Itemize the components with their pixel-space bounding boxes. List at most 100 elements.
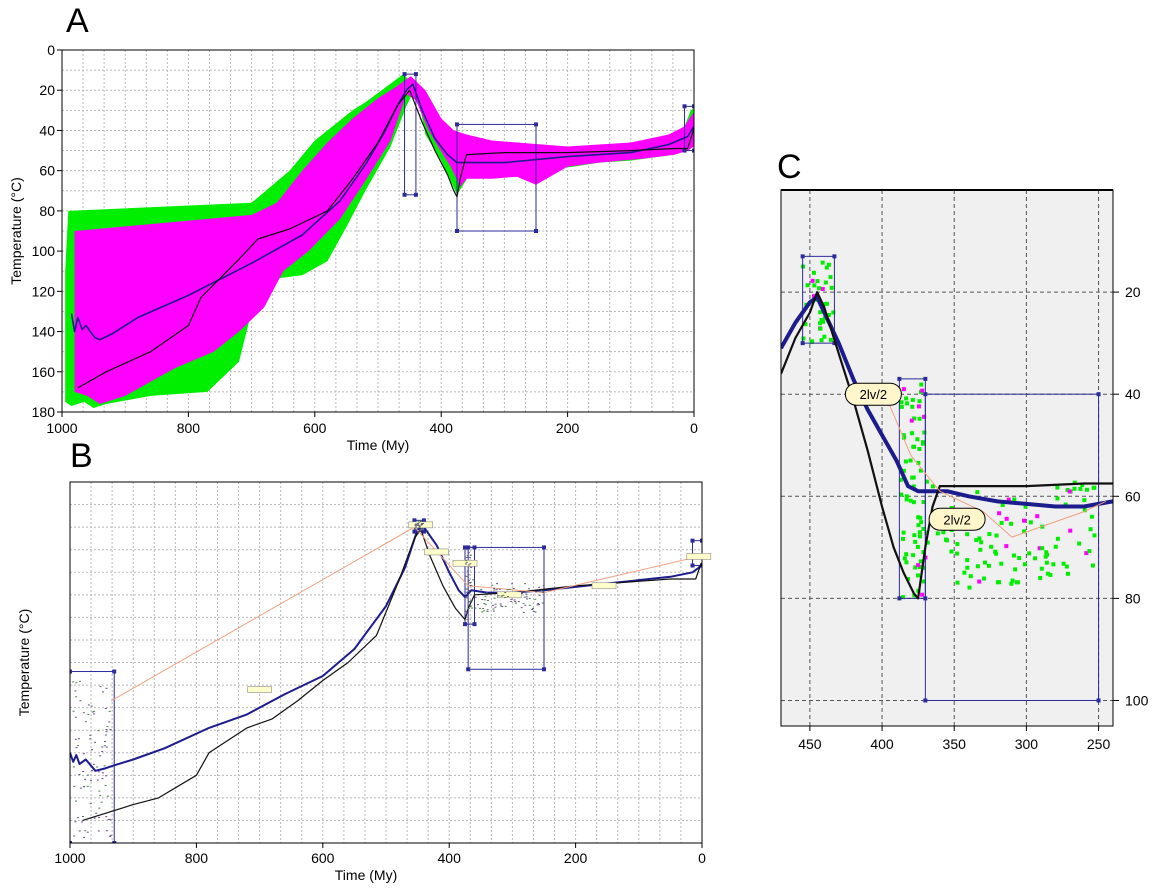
scatter-point <box>497 595 500 597</box>
scatter-point <box>419 520 422 522</box>
scatter-point <box>501 606 504 608</box>
scatter-point <box>525 593 528 595</box>
scatter-point <box>478 607 481 609</box>
scatter-point <box>916 404 921 409</box>
scatter-point <box>810 278 815 283</box>
scatter-point <box>977 536 982 541</box>
scatter-point <box>495 589 498 591</box>
scatter-point <box>818 326 823 331</box>
scatter-point <box>1072 480 1077 485</box>
constraint-box-corner <box>923 392 928 397</box>
scatter-point <box>467 590 470 592</box>
scatter-point <box>82 712 85 714</box>
scatter-point <box>506 589 509 591</box>
x-tick-label: 200 <box>564 850 588 866</box>
scatter-point <box>480 589 483 591</box>
plot-frame <box>69 481 703 844</box>
scatter-point <box>949 549 954 554</box>
scatter-point <box>534 591 537 593</box>
scatter-point <box>105 687 108 689</box>
constraint-box-corner <box>402 192 407 197</box>
scatter-point <box>416 524 419 526</box>
plot-area <box>65 72 694 408</box>
scatter-point <box>999 561 1004 566</box>
scatter-point <box>106 795 109 797</box>
scatter-point <box>1080 483 1085 488</box>
constraint-box-corner <box>1096 392 1101 397</box>
scatter-point <box>1027 551 1032 556</box>
scatter-point <box>504 596 507 598</box>
scatter-point <box>417 520 420 522</box>
scatter-point <box>86 774 89 776</box>
scatter-point <box>994 551 999 556</box>
path-link <box>888 404 1107 538</box>
scatter-point <box>99 795 102 797</box>
scatter-point <box>73 785 76 787</box>
scatter-point <box>467 552 470 554</box>
scatter-point <box>819 318 824 323</box>
scatter-point <box>72 710 75 712</box>
scatter-point <box>517 601 520 603</box>
scatter-point <box>83 753 86 755</box>
scatter-point <box>902 435 907 440</box>
scatter-point <box>471 600 474 602</box>
scatter-point <box>904 552 909 557</box>
constraint-box <box>692 540 702 566</box>
constraint-box-corner <box>542 545 546 550</box>
scatter-point <box>904 560 909 565</box>
scatter-point <box>826 312 831 317</box>
constraint-box-corner <box>923 376 928 381</box>
scatter-point <box>96 766 99 768</box>
constraint-box-corner <box>466 667 471 672</box>
scatter-point <box>104 708 107 710</box>
scatter-point <box>73 835 76 837</box>
constraint-box-corner <box>421 529 426 534</box>
scatter-point <box>818 310 823 315</box>
scatter-point <box>103 740 106 742</box>
scatter-point <box>421 523 424 525</box>
scatter-point <box>498 588 501 590</box>
scatter-point <box>78 830 81 832</box>
scatter-point <box>901 433 906 438</box>
x-tick-label: 800 <box>185 850 209 866</box>
scatter-point <box>483 599 486 601</box>
chart-b: 1000 800 600 400 200 0 Time (My) Temperature (°… <box>16 481 712 883</box>
scatter-point <box>1006 497 1011 502</box>
scatter-point <box>105 729 108 731</box>
scatter-point <box>531 608 534 610</box>
scatter-point <box>996 580 1001 585</box>
y-tick-label: 120 <box>32 283 56 299</box>
scatter-point <box>967 585 972 590</box>
segment-label-tag <box>686 553 712 560</box>
scatter-point <box>902 556 907 561</box>
scatter-point <box>474 596 477 598</box>
scatter-point <box>467 574 470 576</box>
y-tick-label: 100 <box>32 243 56 259</box>
scatter-point <box>908 458 913 463</box>
scatter-point <box>86 785 89 787</box>
scatter-point <box>472 579 475 581</box>
scatter-point <box>538 586 541 588</box>
scatter-point <box>986 563 991 568</box>
scatter-point <box>910 404 915 409</box>
scatter-point <box>987 532 992 537</box>
scatter-point <box>90 705 93 707</box>
scatter-point <box>918 515 923 520</box>
scatter-point <box>420 528 423 530</box>
scatter-point <box>912 533 917 538</box>
x-tick-label: 350 <box>943 736 967 752</box>
x-tick-label: 200 <box>556 420 580 436</box>
scatter-point <box>484 604 487 606</box>
y-tick-label: 40 <box>39 122 55 138</box>
path-best <box>781 291 1113 600</box>
x-tick-label: 0 <box>698 850 706 866</box>
scatter-point <box>92 763 95 765</box>
constraint-box-corner <box>690 538 695 543</box>
scatter-point <box>1012 497 1017 502</box>
x-tick-label: 600 <box>311 850 335 866</box>
scatter-point <box>510 598 513 600</box>
scatter-point <box>1053 544 1058 549</box>
scatter-point <box>466 575 469 577</box>
scatter-point <box>469 600 472 602</box>
constraint-box-corner <box>112 669 117 674</box>
